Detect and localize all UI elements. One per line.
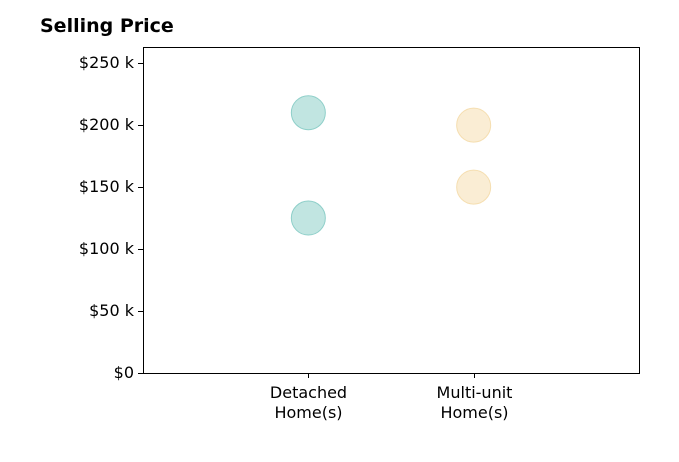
y-tick-label: $50 k — [89, 301, 135, 320]
data-points — [290, 95, 492, 236]
y-tick-label: $100 k — [79, 239, 135, 258]
y-tick-label: $0 — [114, 363, 134, 382]
x-tick-label: Multi-unit Home(s) — [437, 383, 513, 422]
x-axis: Detached Home(s) Multi-unit Home(s) — [270, 373, 513, 422]
y-tick-label: $150 k — [79, 177, 135, 196]
data-point — [456, 169, 492, 205]
data-point — [456, 107, 492, 143]
y-axis: $0 $50 k $100 k $150 k $200 k $250 k — [79, 53, 143, 382]
data-point — [290, 95, 326, 131]
x-tick-label: Detached Home(s) — [270, 383, 347, 422]
data-point — [290, 200, 326, 236]
chart-title: Selling Price — [40, 15, 174, 37]
y-tick-label: $250 k — [79, 53, 135, 72]
y-tick-label: $200 k — [79, 115, 135, 134]
plot-frame — [143, 47, 640, 374]
